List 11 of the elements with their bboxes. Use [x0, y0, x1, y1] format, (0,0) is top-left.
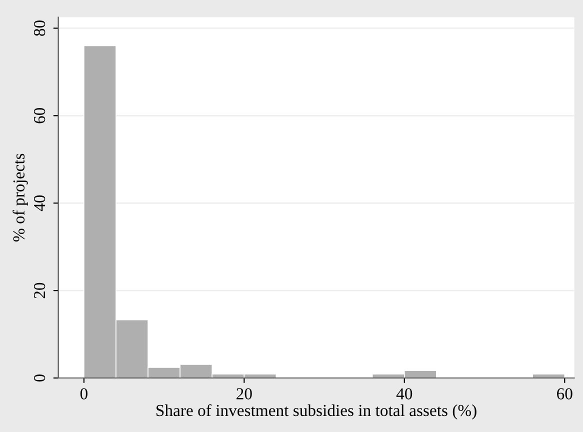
y-tick-label: 0 [34, 374, 46, 382]
y-tick-label: 80 [34, 20, 46, 36]
x-tick-label: 0 [80, 388, 88, 400]
x-tick-label: 20 [236, 388, 252, 400]
y-axis-title: % of projects [12, 154, 28, 242]
y-tick-label: 60 [34, 108, 46, 124]
x-axis-title: Share of investment subsidies in total assets (%) [156, 404, 476, 420]
y-tick-label: 40 [34, 195, 46, 212]
y-tick-label: 20 [34, 282, 46, 298]
x-tick-label: 40 [396, 388, 412, 400]
x-tick-label: 60 [557, 388, 572, 400]
